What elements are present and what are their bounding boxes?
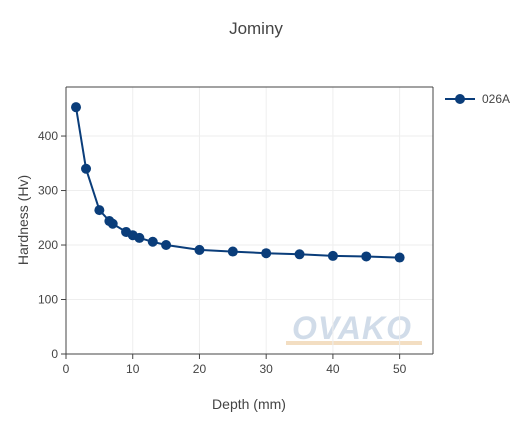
- y-tick-label: 300: [38, 184, 58, 198]
- data-point: [194, 244, 205, 255]
- y-tick-label: 200: [38, 238, 58, 252]
- x-tick-label: 40: [326, 362, 340, 376]
- data-point: [161, 240, 172, 251]
- data-point: [147, 236, 158, 247]
- x-tick-label: 20: [193, 362, 207, 376]
- watermark-text: OVAKO: [292, 310, 412, 346]
- data-point: [81, 163, 92, 174]
- legend-label: 026A: [482, 92, 510, 106]
- data-point: [107, 218, 118, 229]
- legend-marker: [455, 94, 465, 104]
- data-point: [71, 102, 82, 113]
- axes: [61, 86, 434, 359]
- y-tick-label: 100: [38, 293, 58, 307]
- x-axis-title: Depth (mm): [212, 396, 286, 412]
- y-tick-label: 400: [38, 129, 58, 143]
- data-point: [94, 205, 105, 216]
- data-point: [394, 252, 405, 263]
- tick-labels: 0 10 20 30 40 50 0 100 200 300 400: [38, 129, 407, 376]
- data-point: [294, 249, 305, 260]
- grid: [66, 87, 433, 354]
- data-point: [327, 250, 338, 261]
- watermark-underline: [286, 341, 422, 345]
- x-tick-label: 30: [260, 362, 274, 376]
- data-point: [361, 251, 372, 262]
- y-axis-title: Hardness (Hv): [15, 175, 31, 265]
- data-point: [261, 248, 272, 259]
- x-tick-label: 0: [63, 362, 70, 376]
- legend[interactable]: 026A: [445, 92, 510, 106]
- x-tick-label: 50: [393, 362, 407, 376]
- data-point: [134, 232, 145, 243]
- plot-series: [71, 102, 405, 263]
- watermark-logo: OVAKO: [286, 310, 422, 346]
- chart-title: Jominy: [229, 19, 283, 38]
- x-tick-label: 10: [126, 362, 140, 376]
- y-tick-label: 0: [51, 347, 58, 361]
- data-point: [227, 246, 238, 257]
